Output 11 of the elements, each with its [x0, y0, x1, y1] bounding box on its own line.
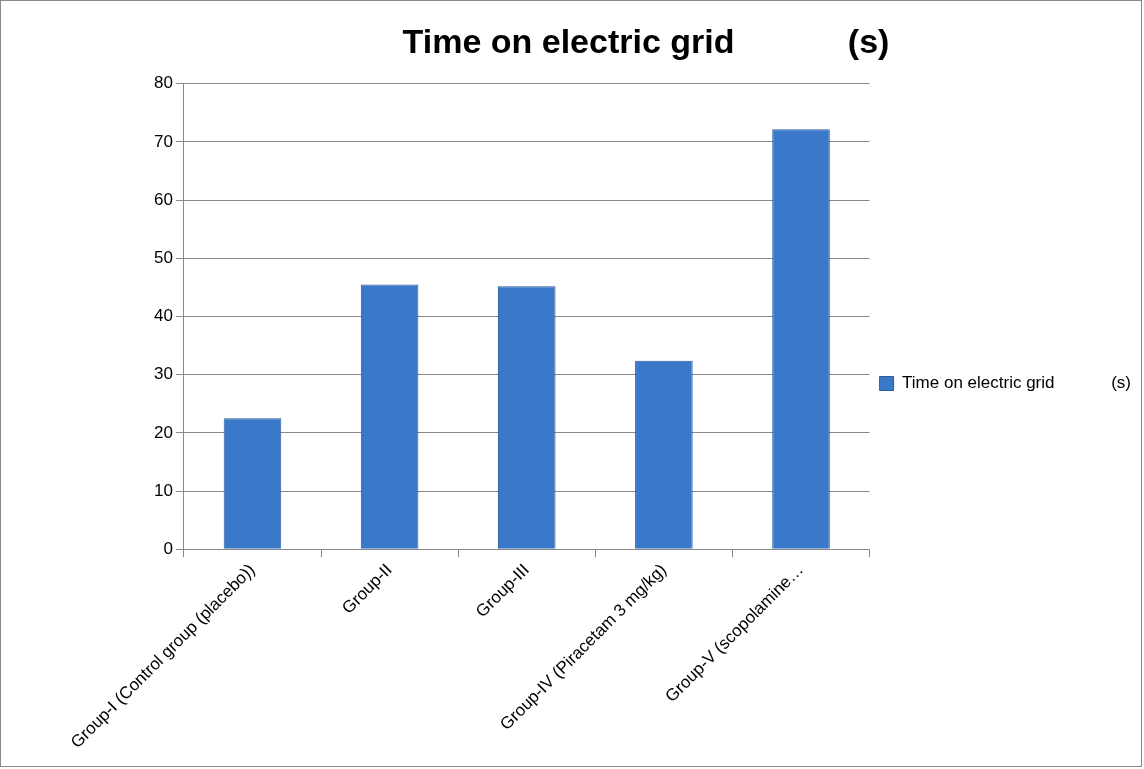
y-tick-label: 30 [153, 364, 173, 384]
y-tick-label: 20 [153, 422, 173, 442]
y-tick-label: 50 [153, 248, 173, 268]
legend-label: Time on electric grid (s) [902, 373, 1131, 393]
y-tick-label: 10 [153, 480, 173, 500]
y-tick-label: 0 [163, 538, 173, 558]
y-tick-label: 40 [153, 306, 173, 326]
y-tick-label: 80 [153, 73, 173, 93]
y-tick-label: 60 [153, 189, 173, 209]
chart-title: Time on electric grid (s) [402, 21, 890, 60]
y-tick-label: 70 [153, 131, 173, 151]
